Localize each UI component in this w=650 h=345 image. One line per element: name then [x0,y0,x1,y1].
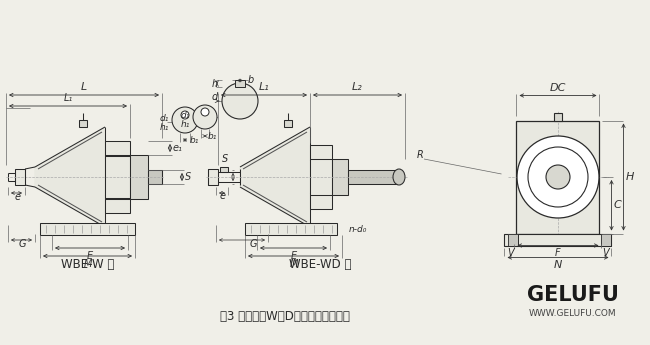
Circle shape [546,165,570,189]
Bar [235,80,245,87]
Circle shape [222,83,258,119]
Bar [245,223,337,235]
Text: R: R [417,150,423,160]
Bar [554,112,562,120]
Polygon shape [240,127,310,227]
Text: d: d [212,92,218,102]
Text: WBE-WD 型: WBE-WD 型 [289,258,351,272]
Text: S: S [185,172,190,182]
Bar [284,120,292,127]
Text: h₁: h₁ [181,119,190,128]
Bar [504,234,612,246]
Text: WWW.GELUFU.COM: WWW.GELUFU.COM [529,308,617,317]
Bar [517,120,599,234]
Text: DC: DC [550,82,566,92]
Bar [601,234,612,246]
Ellipse shape [393,169,405,185]
Text: V: V [507,248,514,258]
Text: H: H [626,172,634,182]
Text: F: F [555,248,561,258]
Text: E: E [87,251,93,261]
Bar [508,234,519,246]
Text: d₁: d₁ [160,114,169,122]
Text: C: C [614,200,622,210]
Bar [130,155,148,199]
Circle shape [193,105,217,129]
Text: n-d₀: n-d₀ [349,226,367,235]
Text: V: V [602,248,609,258]
Text: L₂: L₂ [352,82,363,92]
Circle shape [201,108,209,116]
Bar [148,170,162,184]
Text: e: e [220,191,226,201]
Bar [310,145,332,209]
Bar [332,159,348,195]
Bar [220,167,228,172]
Text: b₁: b₁ [208,131,217,140]
Text: b: b [248,75,254,85]
Text: S: S [222,154,228,164]
Bar [40,223,135,235]
Text: d₁: d₁ [181,110,190,119]
Text: h₁: h₁ [160,122,169,131]
Polygon shape [35,127,105,227]
Text: G: G [249,239,257,249]
Bar [348,170,397,184]
Text: 图3 双级卧式W（D）型减速器的外形: 图3 双级卧式W（D）型减速器的外形 [220,310,350,324]
Text: e: e [15,192,21,202]
Text: GELUFU: GELUFU [527,285,619,305]
Text: G: G [18,239,26,249]
Text: N: N [554,260,562,270]
Bar [15,169,25,185]
Circle shape [528,147,588,207]
Text: WBE-W 型: WBE-W 型 [61,258,114,272]
Text: L₁: L₁ [64,93,73,103]
Circle shape [172,107,198,133]
Text: E: E [291,251,296,261]
Text: b₁: b₁ [190,136,200,145]
Bar [79,120,87,127]
Circle shape [517,136,599,218]
Circle shape [181,111,189,119]
Text: M: M [83,259,92,269]
Text: M: M [289,259,298,269]
Bar [105,141,130,213]
Text: L₁: L₁ [259,82,269,92]
Text: L: L [81,82,87,92]
Text: h: h [212,79,218,89]
Bar [208,169,218,185]
Text: e₁: e₁ [172,143,183,153]
